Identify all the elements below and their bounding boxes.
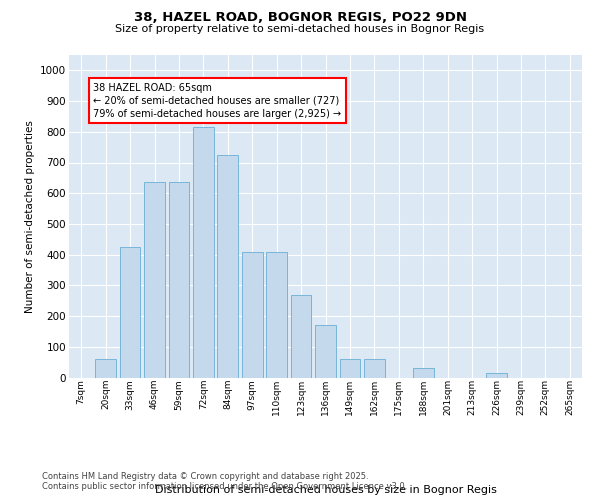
Bar xyxy=(364,359,385,378)
Bar xyxy=(95,359,116,378)
Bar xyxy=(169,182,190,378)
Text: 38, HAZEL ROAD, BOGNOR REGIS, PO22 9DN: 38, HAZEL ROAD, BOGNOR REGIS, PO22 9DN xyxy=(133,11,467,24)
Y-axis label: Number of semi-detached properties: Number of semi-detached properties xyxy=(25,120,35,312)
Bar xyxy=(290,294,311,378)
Bar xyxy=(315,326,336,378)
Bar xyxy=(413,368,434,378)
Bar xyxy=(119,247,140,378)
Text: Size of property relative to semi-detached houses in Bognor Regis: Size of property relative to semi-detach… xyxy=(115,24,485,34)
Bar xyxy=(193,127,214,378)
Bar xyxy=(486,373,507,378)
Bar xyxy=(217,155,238,378)
Text: 38 HAZEL ROAD: 65sqm
← 20% of semi-detached houses are smaller (727)
79% of semi: 38 HAZEL ROAD: 65sqm ← 20% of semi-detac… xyxy=(94,82,341,119)
Text: Contains HM Land Registry data © Crown copyright and database right 2025.: Contains HM Land Registry data © Crown c… xyxy=(42,472,368,481)
Bar xyxy=(242,252,263,378)
X-axis label: Distribution of semi-detached houses by size in Bognor Regis: Distribution of semi-detached houses by … xyxy=(155,484,496,494)
Bar xyxy=(266,252,287,378)
Text: Contains public sector information licensed under the Open Government Licence v3: Contains public sector information licen… xyxy=(42,482,407,491)
Bar xyxy=(144,182,165,378)
Bar xyxy=(340,359,361,378)
